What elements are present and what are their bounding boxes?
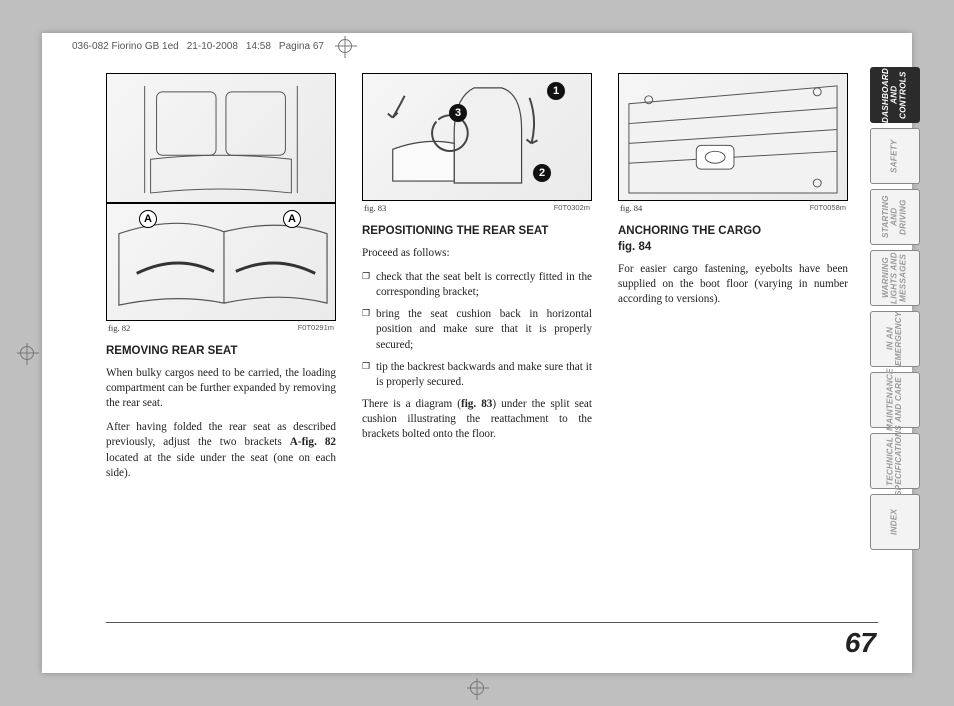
figure-83-label: fig. 83 [364, 203, 386, 214]
registration-mark-icon [338, 39, 352, 53]
figure-83-code: F0T0302m [554, 203, 590, 214]
figure-82-code: F0T0291m [298, 323, 334, 334]
heading-anchoring-b: fig. 84 [618, 241, 651, 253]
col1-p2-ref: A-fig. 82 [290, 436, 336, 448]
seat-illustration-icon [107, 74, 335, 203]
print-filename: 036-082 Fiorino GB 1ed [72, 41, 179, 52]
col2-after: There is a diagram (fig. 83) under the s… [362, 397, 592, 442]
tab-maintenance[interactable]: MAINTENANCE AND CARE [870, 372, 920, 428]
tab-emergency[interactable]: IN AN EMERGENCY [870, 311, 920, 367]
crop-mark-left [16, 342, 38, 364]
list-item: check that the seat belt is correctly fi… [362, 270, 592, 300]
column-3: fig. 84 F0T0058m ANCHORING THE CARGO fig… [618, 73, 848, 653]
figure-82-label: fig. 82 [108, 323, 130, 334]
callout-2: 2 [533, 164, 551, 182]
column-1: A A fig. 82 F0T0291m REMOVING REAR SEAT … [106, 73, 336, 653]
tab-dashboard-controls[interactable]: DASHBOARD AND CONTROLS [870, 67, 920, 123]
col2-intro: Proceed as follows: [362, 246, 592, 261]
footer-rule [106, 622, 878, 623]
figure-82-lower: A A [106, 203, 336, 321]
figure-84-label: fig. 84 [620, 203, 642, 214]
print-time: 14:58 [246, 41, 271, 52]
heading-removing-rear-seat: REMOVING REAR SEAT [106, 344, 336, 360]
print-page-label: Pagina 67 [279, 41, 324, 52]
crop-mark-bottom [466, 677, 488, 699]
tab-index[interactable]: INDEX [870, 494, 920, 550]
tab-tech-specs[interactable]: TECHNICAL SPECIFICATIONS [870, 433, 920, 489]
figure-84-code: F0T0058m [810, 203, 846, 214]
figure-82-upper [106, 73, 336, 203]
callout-a-right: A [283, 210, 301, 228]
list-item: tip the backrest backwards and make sure… [362, 360, 592, 390]
heading-repositioning: REPOSITIONING THE REAR SEAT [362, 224, 592, 240]
section-tabs: DASHBOARD AND CONTROLS SAFETY STARTING A… [870, 67, 920, 653]
callout-1: 1 [547, 82, 565, 100]
heading-anchoring-a: ANCHORING THE CARGO [618, 225, 761, 237]
page: 036-082 Fiorino GB 1ed 21-10-2008 14:58 … [42, 33, 912, 673]
col1-p1: When bulky cargos need to be carried, th… [106, 366, 336, 411]
column-2: 1 2 3 fig. 83 F0T0302m REPOSITIONING THE… [362, 73, 592, 653]
tab-safety[interactable]: SAFETY [870, 128, 920, 184]
figure-82-caption: fig. 82 F0T0291m [106, 323, 336, 334]
page-number: 67 [845, 627, 876, 659]
list-item: bring the seat cushion back in horizonta… [362, 307, 592, 352]
figure-83: 1 2 3 [362, 73, 592, 201]
print-date: 21-10-2008 [187, 41, 238, 52]
callout-a-left: A [139, 210, 157, 228]
col1-p2-c: located at the side under the seat (one … [106, 452, 336, 479]
col1-p2: After having folded the rear seat as des… [106, 420, 336, 480]
figure-84 [618, 73, 848, 201]
text-columns: A A fig. 82 F0T0291m REMOVING REAR SEAT … [106, 73, 848, 653]
figure-84-caption: fig. 84 F0T0058m [618, 203, 848, 214]
col2-after-ref: fig. 83 [461, 398, 492, 410]
boot-floor-illustration-icon [619, 74, 847, 201]
callout-3: 3 [449, 104, 467, 122]
figure-83-caption: fig. 83 F0T0302m [362, 203, 592, 214]
tab-starting-driving[interactable]: STARTING AND DRIVING [870, 189, 920, 245]
col3-p1: For easier cargo fastening, eyebolts hav… [618, 262, 848, 307]
content-area: A A fig. 82 F0T0291m REMOVING REAR SEAT … [106, 73, 892, 653]
print-header: 036-082 Fiorino GB 1ed 21-10-2008 14:58 … [72, 39, 352, 53]
col2-steps-list: check that the seat belt is correctly fi… [362, 270, 592, 390]
heading-anchoring: ANCHORING THE CARGO fig. 84 [618, 224, 848, 255]
tab-warning-lights[interactable]: WARNING LIGHTS AND MESSAGES [870, 250, 920, 306]
col2-after-a: There is a diagram ( [362, 398, 461, 410]
